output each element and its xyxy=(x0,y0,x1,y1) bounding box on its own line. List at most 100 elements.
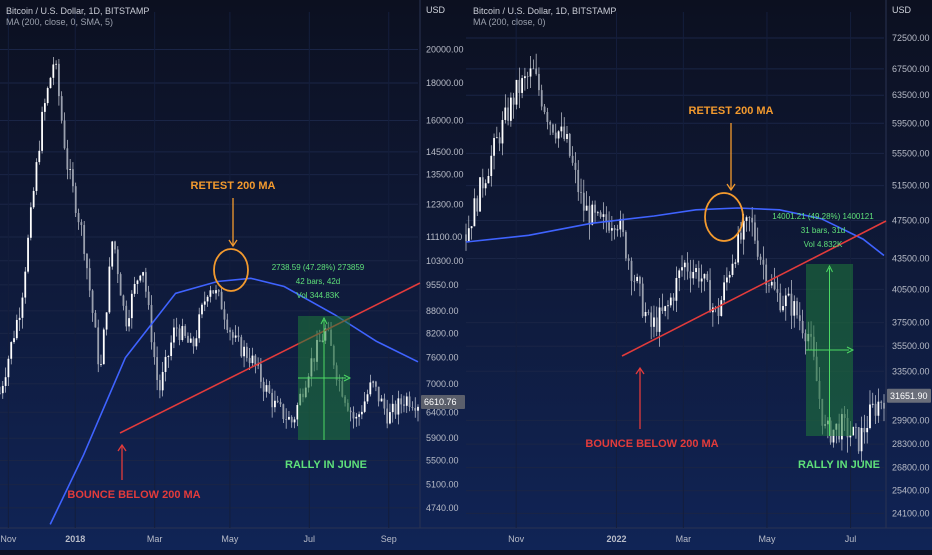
candle-body xyxy=(529,68,532,77)
x-tick-label: Nov xyxy=(0,534,17,544)
candle-body xyxy=(725,277,728,283)
candle-body xyxy=(602,214,605,217)
candle-body xyxy=(518,79,521,93)
y-tick-label: 51500.00 xyxy=(892,181,930,191)
bounce-arrowhead xyxy=(117,443,127,452)
candle-body xyxy=(156,357,159,381)
candle-body xyxy=(215,290,217,294)
candle-body xyxy=(509,97,512,121)
candle-body xyxy=(526,76,529,78)
measure-up-arrowhead xyxy=(320,316,328,325)
candle-body xyxy=(293,419,296,423)
candle-body xyxy=(209,290,212,297)
candle-body xyxy=(108,266,111,313)
candle-body xyxy=(737,232,740,263)
candle-body xyxy=(10,342,13,359)
candle-body xyxy=(181,326,184,341)
candle-body xyxy=(161,371,164,391)
candle-body xyxy=(136,280,139,284)
candle-body xyxy=(52,64,55,78)
candle-body xyxy=(274,400,276,408)
y-tick-label: 18000.00 xyxy=(426,78,464,88)
candle-body xyxy=(178,328,181,341)
candle-body xyxy=(720,300,723,316)
candle-body xyxy=(144,272,147,292)
candle-body xyxy=(633,280,636,282)
x-tick-label: Mar xyxy=(676,534,692,544)
candle-body xyxy=(403,404,405,406)
candle-body xyxy=(13,338,15,343)
y-tick-label: 29900.00 xyxy=(892,415,930,425)
candle-body xyxy=(116,249,119,275)
candle-body xyxy=(394,403,397,415)
candle-body xyxy=(501,119,504,144)
retest-label: RETEST 200 MA xyxy=(689,105,774,117)
candle-body xyxy=(540,90,543,107)
measure-arrowhead xyxy=(846,346,855,354)
candle-body xyxy=(128,318,130,327)
candle-body xyxy=(658,307,661,332)
measure-up-arrowhead xyxy=(826,264,833,273)
ma-200-line xyxy=(49,277,419,525)
candle-body xyxy=(74,186,77,214)
candle-body xyxy=(391,403,394,413)
candle-body xyxy=(58,63,60,97)
candle-body xyxy=(46,88,49,104)
candle-body xyxy=(709,280,711,313)
candle-body xyxy=(206,296,209,302)
candle-body xyxy=(170,342,173,356)
measure-label: 42 bars, 42d xyxy=(296,277,340,286)
candle-body xyxy=(619,218,622,230)
candle-body xyxy=(49,77,52,89)
x-tick-label: 2018 xyxy=(65,534,85,544)
candle-body xyxy=(639,276,641,284)
indicator-label: MA (200, close, 0, SMA, 5) xyxy=(6,17,114,27)
candle-body xyxy=(625,232,627,259)
candle-body xyxy=(83,225,86,254)
candle-body xyxy=(383,398,386,409)
candle-body xyxy=(100,364,102,365)
candle-body xyxy=(142,272,144,276)
candle-body xyxy=(779,292,782,311)
candle-body xyxy=(521,78,524,93)
candle-body xyxy=(187,335,189,343)
last-price-label: 6610.76 xyxy=(424,397,457,407)
candle-body xyxy=(259,364,262,382)
candle-body xyxy=(608,222,610,231)
candle-body xyxy=(35,162,38,191)
candle-body xyxy=(175,327,178,329)
candle-body xyxy=(669,297,672,306)
candle-body xyxy=(880,401,883,403)
candle-body xyxy=(55,63,58,65)
candle-body xyxy=(282,404,285,420)
candle-body xyxy=(524,76,526,79)
candle-body xyxy=(130,293,133,319)
candle-body xyxy=(869,404,871,429)
candle-body xyxy=(852,426,855,436)
candle-body xyxy=(678,270,681,278)
chart-panel-2022: 72500.00 67500.00 63500.00 59500.00 55500.00… xyxy=(465,0,932,544)
candle-body xyxy=(417,406,419,411)
y-tick-label: 16000.00 xyxy=(426,116,464,126)
candle-body xyxy=(532,68,535,70)
candle-body xyxy=(566,133,568,139)
candle-body xyxy=(765,264,768,285)
candle-body xyxy=(723,282,725,301)
chart-panel-2018: 20000.00 18000.00 16000.00 14500.00 13500.00… xyxy=(0,0,466,544)
measure-label: 2738.59 (47.28%) 273859 xyxy=(272,263,365,272)
y-tick-label: 43500.00 xyxy=(892,254,930,264)
measure-label: 31 bars, 31d xyxy=(801,226,845,235)
candle-body xyxy=(740,232,742,240)
candle-body xyxy=(69,169,72,170)
candle-body xyxy=(195,338,198,347)
candle-body xyxy=(855,426,857,428)
candle-body xyxy=(111,241,114,267)
panel-1-header: Bitcoin / U.S. Dollar, 1D, BITSTAMP MA (… xyxy=(6,6,149,28)
candle-body xyxy=(296,405,299,420)
candle-body xyxy=(655,317,658,332)
candle-body xyxy=(773,281,776,290)
x-tick-label: 2022 xyxy=(606,534,626,544)
candle-body xyxy=(243,346,245,357)
